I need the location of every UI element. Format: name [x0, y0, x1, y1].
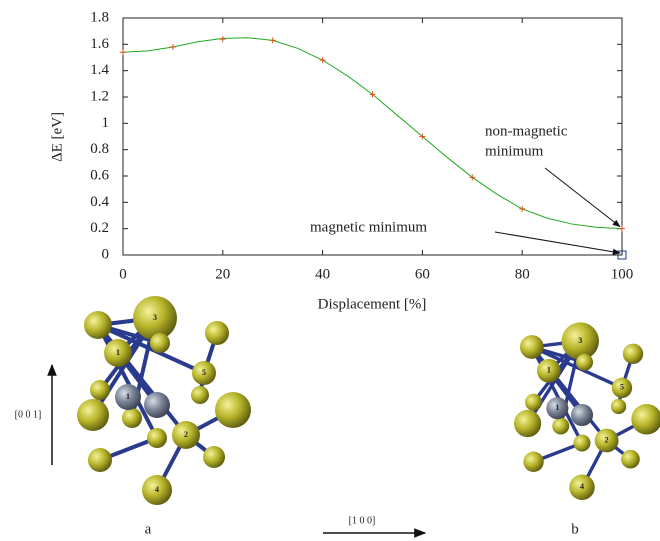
- atom-number: 3: [153, 313, 157, 322]
- ligand-atom: [611, 399, 626, 414]
- y-axis-label: ΔE [eV]: [49, 112, 65, 162]
- atom-number: 3: [578, 336, 582, 345]
- y-tick-label: 1.6: [90, 36, 109, 52]
- y-tick-label: 0.2: [90, 220, 109, 236]
- y-tick-label: 1.2: [90, 88, 109, 104]
- data-point: [519, 206, 525, 212]
- ligand-atom: [84, 311, 112, 339]
- panel-label: a: [145, 521, 152, 537]
- panel-label: b: [571, 521, 579, 537]
- ligand-atom: [90, 380, 110, 400]
- atom-number: 4: [580, 482, 584, 491]
- ligand-atom: [574, 435, 591, 452]
- figure: ΔE [eV] Displacement [%] [0 0 1] [1 0 0]…: [0, 0, 660, 541]
- x-tick-label: 100: [611, 266, 634, 282]
- direction-label: [1 0 0]: [349, 515, 376, 526]
- y-tick-label: 0.8: [90, 141, 109, 157]
- ligand-atom: [215, 392, 251, 428]
- annotation: non-magnetic: [485, 123, 568, 139]
- ligand-atom: [514, 410, 541, 437]
- atom-number: 1: [547, 366, 551, 375]
- x-tick-label: 20: [215, 266, 230, 282]
- data-point: [320, 57, 326, 63]
- molecule: 3 1 5 1 2 4: [77, 296, 251, 505]
- annotation-arrow: [545, 168, 620, 227]
- direction-label: [0 0 1]: [15, 409, 42, 420]
- y-tick-label: 1: [102, 115, 110, 131]
- ligand-atom: [631, 404, 660, 435]
- ligand-atom: [621, 450, 640, 469]
- atom-number: 2: [605, 435, 609, 444]
- ligand-atom: [205, 321, 229, 345]
- data-point: [220, 36, 226, 42]
- data-point: [270, 37, 276, 43]
- metal-atom: [571, 404, 593, 426]
- metal-atom: [144, 392, 170, 418]
- atom-number: 2: [184, 430, 188, 439]
- atom-number: 1: [126, 392, 130, 401]
- molecule: 3 1 5 1 2 4: [514, 322, 660, 500]
- x-tick-label: 80: [515, 266, 530, 282]
- y-tick-label: 0.4: [90, 194, 109, 210]
- ligand-atom: [150, 333, 170, 353]
- ligand-atom: [520, 335, 544, 359]
- y-tick-label: 0: [102, 246, 110, 262]
- ligand-atom: [525, 394, 542, 411]
- annotation: magnetic minimum: [310, 219, 427, 235]
- ligand-atom: [191, 386, 209, 404]
- data-point: [120, 49, 126, 55]
- atom-number: 1: [116, 348, 120, 357]
- y-tick-label: 1.8: [90, 9, 109, 25]
- ligand-atom: [147, 428, 167, 448]
- y-tick-label: 1.4: [90, 62, 109, 78]
- ligand-atom: [523, 452, 543, 472]
- ligand-atom: [122, 408, 142, 428]
- x-tick-label: 0: [119, 266, 127, 282]
- data-point: [170, 44, 176, 50]
- annotation: minimum: [485, 143, 544, 159]
- ligand-atom: [576, 354, 593, 371]
- y-tick-label: 0.6: [90, 167, 109, 183]
- x-axis-label: Displacement [%]: [318, 296, 427, 312]
- ligand-atom: [552, 418, 569, 435]
- atom-number: 5: [202, 368, 206, 377]
- x-tick-label: 60: [415, 266, 430, 282]
- ligand-atom: [203, 446, 225, 468]
- annotation-arrow: [495, 232, 620, 253]
- ligand-atom: [77, 399, 109, 431]
- atom-number: 1: [555, 403, 559, 412]
- ligand-atom: [88, 448, 112, 472]
- x-tick-label: 40: [315, 266, 330, 282]
- ligand-atom: [623, 344, 643, 364]
- atom-number: 4: [155, 485, 159, 494]
- atom-number: 5: [620, 383, 624, 392]
